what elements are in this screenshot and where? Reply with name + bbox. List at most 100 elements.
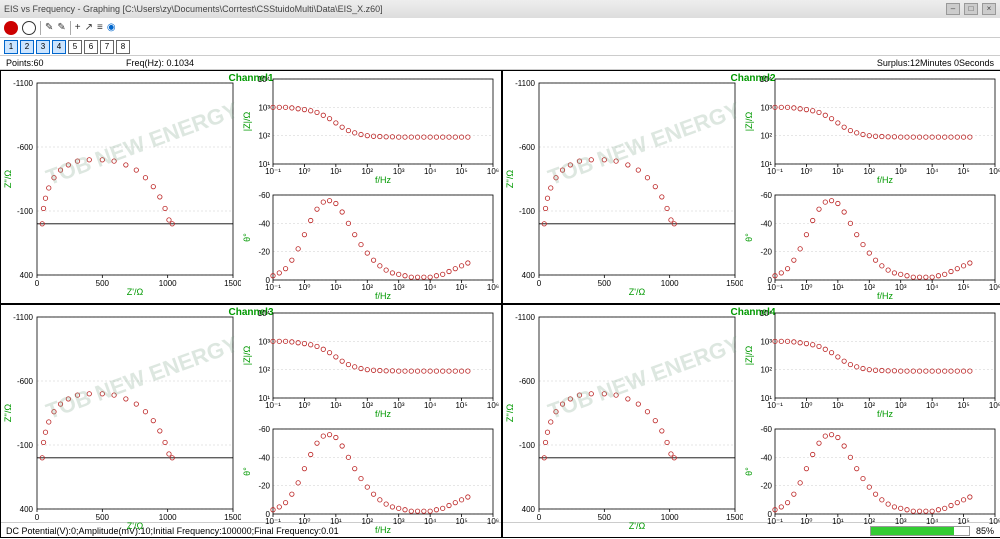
svg-text:10²: 10²: [760, 366, 772, 375]
svg-text:-60: -60: [258, 425, 270, 434]
nyquist-plot[interactable]: 050010001500-1100-600-100400Z'/ΩZ''/Ω: [1, 305, 241, 537]
channel-btn-1[interactable]: 1: [4, 40, 18, 54]
separator: [40, 21, 41, 35]
svg-text:10⁰: 10⁰: [800, 517, 812, 526]
svg-text:10³: 10³: [895, 517, 907, 526]
svg-text:10⁶: 10⁶: [989, 401, 1000, 410]
edit2-icon[interactable]: ✎: [57, 22, 65, 33]
surplus-label: Surplus:12Minutes 0Seconds: [877, 58, 994, 68]
bode-phase-plot[interactable]: 10⁻¹10⁰10¹10²10³10⁴10⁵10⁶0-20-40-60f/Hzθ…: [241, 187, 501, 303]
svg-text:10³: 10³: [393, 401, 405, 410]
nyquist-plot[interactable]: 050010001500-1100-600-100400Z'/ΩZ''/Ω: [1, 71, 241, 303]
channel-btn-2[interactable]: 2: [20, 40, 34, 54]
svg-text:f/Hz: f/Hz: [375, 525, 392, 534]
svg-text:-100: -100: [519, 441, 536, 450]
bode-phase-plot[interactable]: 10⁻¹10⁰10¹10²10³10⁴10⁵10⁶0-20-40-60f/Hzθ…: [241, 421, 501, 537]
nyquist-plot[interactable]: 050010001500-1100-600-100400Z'/ΩZ''/Ω: [503, 305, 743, 537]
arrow-icon[interactable]: ↗: [85, 22, 93, 33]
svg-text:f/Hz: f/Hz: [877, 291, 894, 300]
chart-grid: Channel1 050010001500-1100-600-100400Z'/…: [0, 70, 1000, 522]
bode-phase-plot[interactable]: 10⁻¹10⁰10¹10²10³10⁴10⁵10⁶0-20-40-60f/Hzθ…: [743, 187, 1000, 303]
svg-text:-20: -20: [760, 482, 772, 491]
svg-text:0: 0: [537, 279, 542, 288]
bode-magnitude-plot[interactable]: 10⁻¹10⁰10¹10²10³10⁴10⁵10⁶10¹10²10³10⁴f/H…: [743, 71, 1000, 187]
svg-text:0: 0: [266, 510, 271, 519]
maximize-button[interactable]: □: [964, 3, 978, 15]
menu-icon[interactable]: ≡: [97, 22, 103, 33]
bode-magnitude-plot[interactable]: 10⁻¹10⁰10¹10²10³10⁴10⁵10⁶10¹10²10³10⁴f/H…: [743, 305, 1000, 421]
svg-text:Z''/Ω: Z''/Ω: [3, 404, 13, 422]
svg-text:10³: 10³: [393, 517, 405, 526]
svg-text:f/Hz: f/Hz: [375, 409, 392, 418]
svg-text:Z''/Ω: Z''/Ω: [3, 170, 13, 188]
svg-text:-60: -60: [760, 425, 772, 434]
window-controls: – □ ×: [946, 3, 996, 15]
bode-magnitude-plot[interactable]: 10⁻¹10⁰10¹10²10³10⁴10⁵10⁶10¹10²10³10⁴f/H…: [241, 305, 501, 421]
stop-icon[interactable]: [22, 21, 36, 35]
svg-text:10¹: 10¹: [330, 517, 342, 526]
record-icon[interactable]: [4, 21, 18, 35]
svg-text:10³: 10³: [258, 103, 270, 112]
edit-icon[interactable]: ✎: [45, 22, 53, 33]
svg-text:f/Hz: f/Hz: [877, 409, 894, 418]
channel-btn-7[interactable]: 7: [100, 40, 114, 54]
svg-text:10⁴: 10⁴: [258, 309, 271, 318]
channel-btn-6[interactable]: 6: [84, 40, 98, 54]
svg-text:10³: 10³: [895, 401, 907, 410]
svg-text:Z''/Ω: Z''/Ω: [505, 170, 515, 188]
panel-3: Channel3 050010001500-1100-600-100400Z'/…: [0, 304, 502, 538]
svg-text:10²: 10²: [258, 132, 270, 141]
globe-icon[interactable]: ◉: [107, 22, 116, 33]
svg-text:|Z|/Ω: |Z|/Ω: [744, 112, 754, 132]
bode-phase-plot[interactable]: 10⁻¹10⁰10¹10²10³10⁴10⁵10⁶0-20-40-60f/Hzθ…: [743, 421, 1000, 537]
svg-text:10²: 10²: [362, 401, 374, 410]
toolbar: ✎ ✎ + ↗ ≡ ◉: [0, 18, 1000, 38]
svg-text:10¹: 10¹: [832, 167, 844, 176]
channel-btn-8[interactable]: 8: [116, 40, 130, 54]
svg-text:10⁴: 10⁴: [926, 401, 939, 410]
bode-magnitude-plot[interactable]: 10⁻¹10⁰10¹10²10³10⁴10⁵10⁶10¹10²10³10⁴f/H…: [241, 71, 501, 187]
svg-text:10¹: 10¹: [330, 401, 342, 410]
svg-text:1500: 1500: [726, 513, 743, 522]
svg-text:10⁵: 10⁵: [455, 517, 467, 526]
svg-text:0: 0: [768, 276, 773, 285]
close-button[interactable]: ×: [982, 3, 996, 15]
svg-text:-600: -600: [17, 377, 34, 386]
progress-bar: [870, 526, 970, 536]
svg-text:10²: 10²: [864, 167, 876, 176]
svg-text:Z'/Ω: Z'/Ω: [629, 521, 646, 531]
svg-text:10²: 10²: [760, 132, 772, 141]
svg-text:10⁴: 10⁴: [926, 283, 939, 292]
svg-text:-600: -600: [519, 377, 536, 386]
minimize-button[interactable]: –: [946, 3, 960, 15]
svg-text:|Z|/Ω: |Z|/Ω: [242, 346, 252, 366]
svg-text:-600: -600: [17, 143, 34, 152]
svg-text:10⁴: 10⁴: [424, 517, 437, 526]
svg-text:-40: -40: [258, 453, 270, 462]
svg-text:10³: 10³: [895, 167, 907, 176]
channel-btn-4[interactable]: 4: [52, 40, 66, 54]
add-icon[interactable]: +: [75, 22, 81, 33]
svg-text:-60: -60: [760, 191, 772, 200]
svg-text:1000: 1000: [159, 513, 177, 522]
panel-2: Channel2 050010001500-1100-600-100400Z'/…: [502, 70, 1000, 304]
svg-text:10⁰: 10⁰: [298, 401, 310, 410]
svg-text:Z'/Ω: Z'/Ω: [127, 287, 144, 297]
nyquist-plot[interactable]: 050010001500-1100-600-100400Z'/ΩZ''/Ω: [503, 71, 743, 303]
channel-btn-3[interactable]: 3: [36, 40, 50, 54]
svg-text:10⁰: 10⁰: [800, 167, 812, 176]
svg-text:-1100: -1100: [13, 313, 33, 322]
svg-text:f/Hz: f/Hz: [375, 291, 392, 300]
svg-text:10³: 10³: [258, 337, 270, 346]
svg-text:10¹: 10¹: [330, 283, 342, 292]
svg-text:-20: -20: [760, 248, 772, 257]
svg-text:Z'/Ω: Z'/Ω: [127, 521, 144, 531]
info-row: Points:60 Freq(Hz): 0.1034 Surplus:12Min…: [0, 56, 1000, 70]
svg-text:400: 400: [20, 271, 34, 280]
channel-btn-5[interactable]: 5: [68, 40, 82, 54]
svg-text:1500: 1500: [726, 279, 743, 288]
channel-selector-row: 1 2 3 4 5 6 7 8: [0, 38, 1000, 56]
svg-text:θ°: θ°: [744, 233, 754, 242]
svg-text:0: 0: [768, 510, 773, 519]
svg-text:1500: 1500: [224, 513, 241, 522]
